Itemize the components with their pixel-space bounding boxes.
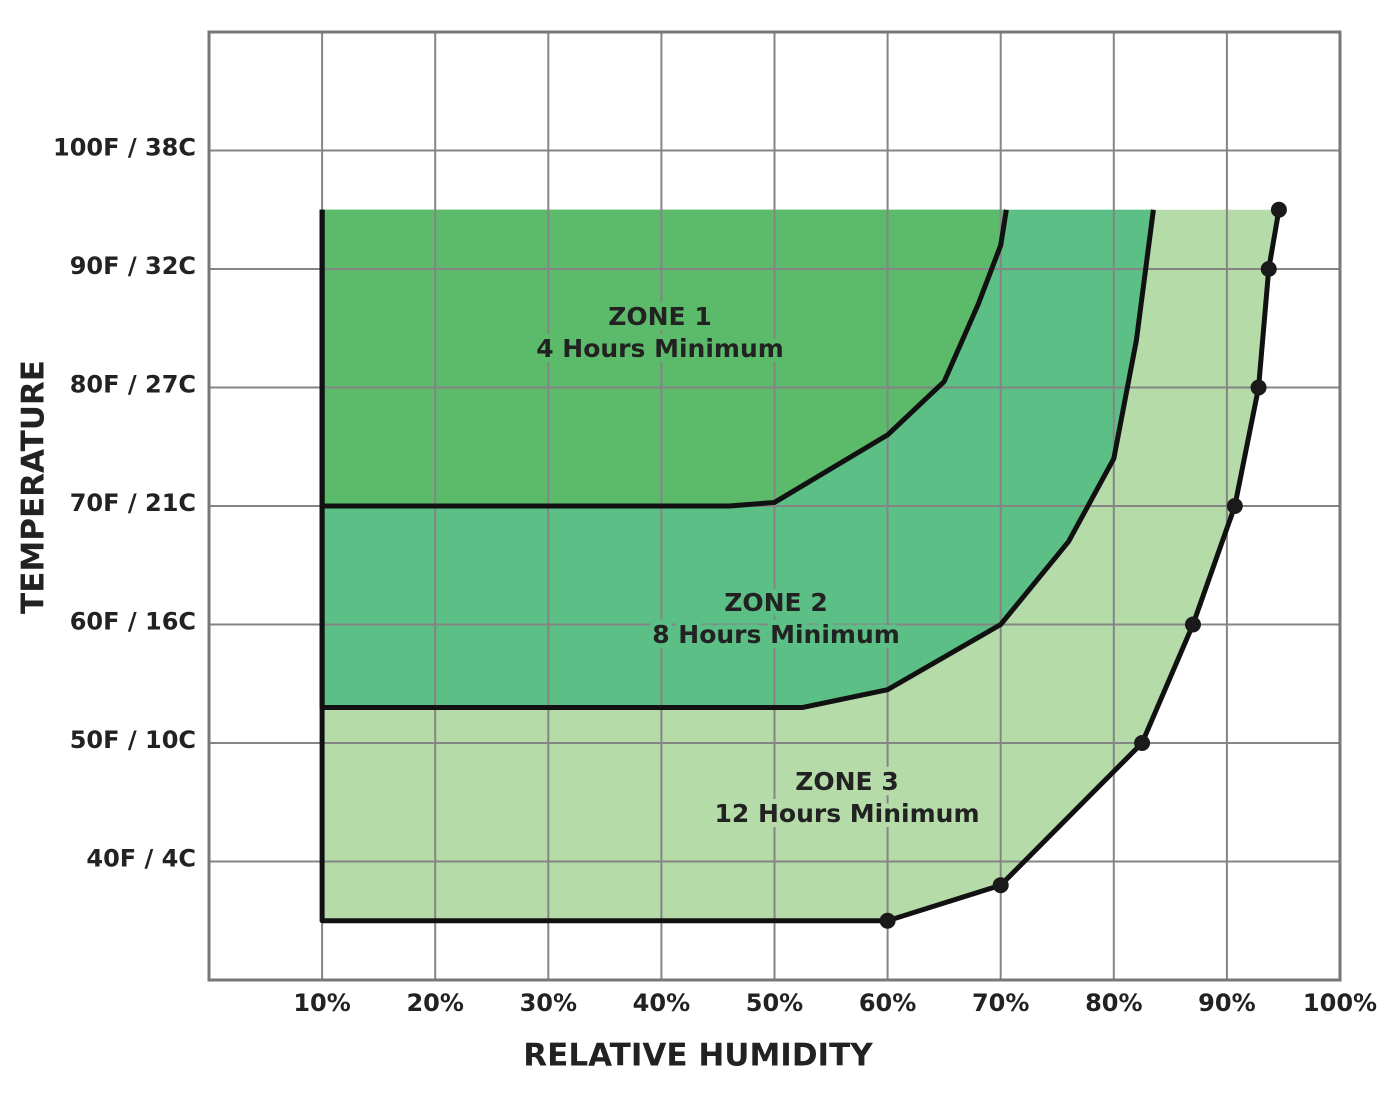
x-tick-label: 80% (1085, 989, 1142, 1017)
x-tick-label: 10% (293, 989, 350, 1017)
zone-note: 4 Hours Minimum (536, 334, 784, 363)
y-axis-title: TEMPERATURE (16, 360, 52, 614)
zone-name: ZONE 3 (795, 767, 898, 796)
boundary-point (1270, 201, 1287, 218)
zone-name: ZONE 1 (608, 302, 711, 331)
x-tick-label: 100% (1303, 989, 1377, 1017)
x-tick-label: 30% (520, 989, 577, 1017)
plot-frame (207, 30, 1342, 982)
zone-outline (319, 209, 1009, 509)
y-tick-label: 40F / 4C (86, 845, 196, 873)
zone-outline (319, 209, 1156, 710)
x-axis-title: RELATIVE HUMIDITY (523, 1038, 873, 1074)
y-tick-label: 50F / 10C (70, 726, 196, 754)
x-tick-label: 70% (972, 989, 1029, 1017)
y-tick-label: 60F / 16C (70, 608, 196, 636)
y-tick-label: 90F / 32C (70, 252, 196, 280)
y-tick-label: 70F / 21C (70, 489, 196, 517)
boundary-point (1250, 379, 1267, 396)
boundary-point (1184, 616, 1201, 633)
boundary-point (1134, 735, 1151, 751)
zone-note: 12 Hours Minimum (714, 799, 979, 828)
zone-outline (319, 209, 1282, 924)
zone-name: ZONE 2 (724, 588, 827, 617)
boundary-point (1226, 498, 1243, 514)
x-tick-label: 40% (633, 989, 690, 1017)
zone-note: 8 Hours Minimum (652, 620, 900, 649)
x-tick-label: 90% (1198, 989, 1255, 1017)
y-tick-label: 80F / 27C (70, 371, 196, 399)
boundary-point (1260, 261, 1277, 277)
y-tick-label: 100F / 38C (53, 134, 196, 162)
x-tick-label: 20% (406, 989, 463, 1017)
boundary-point (992, 877, 1009, 894)
boundary-point (879, 912, 896, 929)
x-tick-label: 60% (859, 989, 916, 1017)
zone-fill (322, 209, 1007, 506)
x-tick-label: 50% (746, 989, 803, 1017)
